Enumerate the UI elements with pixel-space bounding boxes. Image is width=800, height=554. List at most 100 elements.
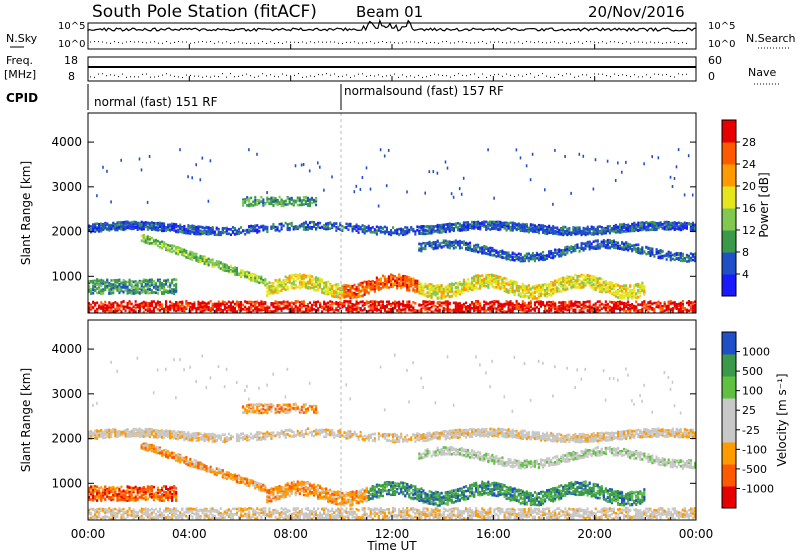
echo-cell: [150, 236, 153, 240]
echo-cell: [264, 227, 267, 231]
echo-cell: [304, 308, 307, 311]
echo-cell: [173, 289, 176, 292]
echo-cell: [355, 305, 358, 308]
echo-cell: [487, 224, 490, 228]
echo-cell: [165, 226, 168, 229]
echo-cell: [359, 187, 362, 191]
echo-cell: [252, 272, 255, 276]
echo-cell: [317, 286, 320, 289]
echo-cell: [231, 226, 234, 229]
nsearch-dot: [270, 41, 271, 43]
echo-cell: [262, 228, 265, 232]
echo-cell: [288, 304, 291, 307]
echo-cell: [467, 289, 470, 293]
echo-cell: [410, 282, 413, 286]
echo-cell: [126, 285, 129, 289]
echo-cell: [473, 221, 476, 224]
echo-cell: [452, 301, 455, 305]
echo-cell: [179, 300, 182, 304]
nave-dot: [586, 74, 587, 76]
echo-cell: [246, 228, 249, 232]
echo-cell: [365, 166, 368, 170]
echo-cell: [501, 250, 504, 254]
echo-cell: [377, 301, 380, 304]
echo-cell: [426, 300, 429, 304]
echo-cell: [304, 283, 307, 287]
echo-cell: [422, 300, 425, 303]
echo-cell: [408, 301, 411, 304]
echo-cell: [396, 309, 399, 312]
nave-dot: [482, 73, 483, 75]
echo-cell: [140, 228, 143, 231]
echo-cell: [116, 279, 119, 282]
echo-cell: [282, 302, 285, 306]
echo-cell: [379, 309, 382, 313]
echo-cell: [337, 301, 340, 305]
echo-cell: [501, 252, 504, 255]
echo-cell: [276, 203, 279, 206]
echo-cell: [436, 306, 439, 309]
echo-cell: [442, 291, 445, 294]
nsearch-dot: [114, 41, 115, 43]
echo-cell: [495, 251, 498, 254]
echo-cell: [483, 222, 486, 225]
echo-cell: [248, 204, 251, 207]
echo-cell: [446, 286, 449, 289]
echo-cell: [104, 281, 107, 284]
echo-cell: [487, 221, 490, 225]
echo-cell: [361, 287, 364, 291]
echo-cell: [434, 287, 437, 290]
echo-cell: [412, 279, 415, 282]
echo-cell: [436, 240, 439, 244]
echo-cell: [495, 307, 498, 310]
echo-cell: [347, 300, 350, 303]
echo-cell: [290, 284, 293, 288]
nsearch-dot: [170, 42, 171, 44]
echo-cell: [292, 227, 295, 231]
echo-cell: [511, 255, 514, 259]
echo-cell: [345, 290, 348, 294]
echo-cell: [505, 254, 508, 258]
echo-cell: [116, 228, 119, 232]
nsearch-dot: [310, 41, 311, 43]
echo-cell: [238, 301, 241, 304]
echo-cell: [489, 273, 492, 277]
echo-cell: [288, 281, 291, 284]
echo-cell: [278, 280, 281, 283]
echo-cell: [329, 289, 332, 293]
echo-cell: [248, 300, 251, 304]
echo-cell: [333, 292, 336, 295]
echo-cell: [296, 227, 299, 231]
echo-cell: [351, 306, 354, 309]
echo-cell: [440, 288, 443, 292]
echo-cell: [410, 277, 413, 281]
echo-cell: [444, 307, 447, 311]
echo-cell: [436, 301, 439, 304]
echo-cell: [432, 300, 435, 304]
echo-cell: [404, 284, 407, 288]
echo-cell: [424, 304, 427, 308]
echo-cell: [114, 301, 117, 304]
echo-cell: [290, 196, 293, 200]
echo-cell: [201, 259, 204, 263]
echo-cell: [233, 266, 236, 269]
echo-cell: [444, 242, 447, 245]
echo-cell: [317, 281, 320, 284]
echo-cell: [381, 306, 384, 309]
echo-cell: [341, 296, 344, 299]
echo-cell: [296, 196, 299, 200]
echo-cell: [432, 170, 435, 174]
echo-cell: [167, 248, 170, 252]
echo-cell: [507, 251, 510, 255]
echo-cell: [294, 273, 297, 276]
echo-cell: [278, 285, 281, 288]
nsearch-dot: [434, 42, 435, 44]
echo-cell: [465, 309, 468, 313]
echo-cell: [215, 307, 218, 310]
echo-cell: [233, 302, 236, 306]
echo-cell: [205, 305, 208, 309]
echo-cell: [268, 306, 271, 310]
nsearch-dot: [550, 41, 551, 43]
echo-cell: [284, 200, 287, 203]
echo-cell: [495, 277, 498, 280]
